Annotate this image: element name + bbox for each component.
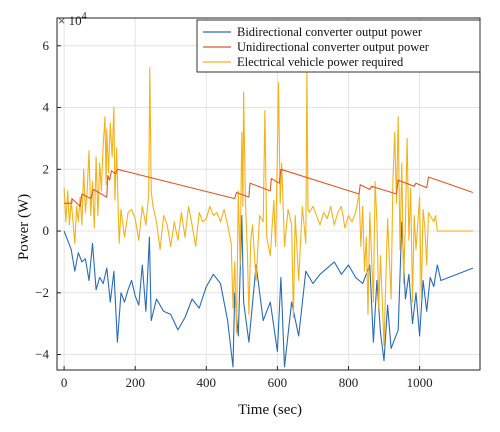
- y-axis-multiplier-exponent: 4: [82, 11, 87, 22]
- plot-frame: [56, 17, 481, 371]
- y-tick-label: 6: [43, 38, 50, 53]
- grid-lines: [57, 18, 480, 370]
- legend-label-unidirectional: Unidirectional converter output power: [237, 40, 430, 54]
- y-axis-multiplier-base: × 10: [58, 13, 82, 28]
- x-tick-label: 0: [61, 375, 68, 390]
- legend-label-ev-power: Electrical vehicle power required: [237, 55, 404, 69]
- y-tick-label: −4: [35, 347, 49, 362]
- x-axis-label: Time (sec): [238, 402, 302, 418]
- ev-power-series-line: [63, 66, 473, 346]
- y-tick-label: −2: [35, 285, 49, 300]
- legend-box: [196, 19, 481, 73]
- x-tick-label: 600: [268, 375, 288, 390]
- plot-series: [63, 66, 474, 368]
- x-tick-label: 800: [339, 375, 359, 390]
- unidirectional-series-line: [64, 168, 474, 207]
- legend: Bidirectional converter output power Uni…: [196, 19, 481, 73]
- y-axis-label: Power (W): [16, 194, 32, 260]
- y-tick-label: 0: [43, 223, 50, 238]
- y-axis-multiplier: × 104: [58, 11, 87, 28]
- x-tick-label: 200: [125, 375, 145, 390]
- axis-ticks: 0 200 400 600 800 1000 −4 −2 0 2 4 6: [35, 38, 432, 390]
- legend-label-bidirectional: Bidirectional converter output power: [237, 25, 423, 39]
- x-tick-label: 1000: [407, 375, 433, 390]
- y-tick-label: 4: [43, 100, 50, 115]
- x-tick-label: 400: [197, 375, 217, 390]
- y-tick-label: 2: [43, 161, 50, 176]
- bidirectional-series-line: [63, 215, 474, 368]
